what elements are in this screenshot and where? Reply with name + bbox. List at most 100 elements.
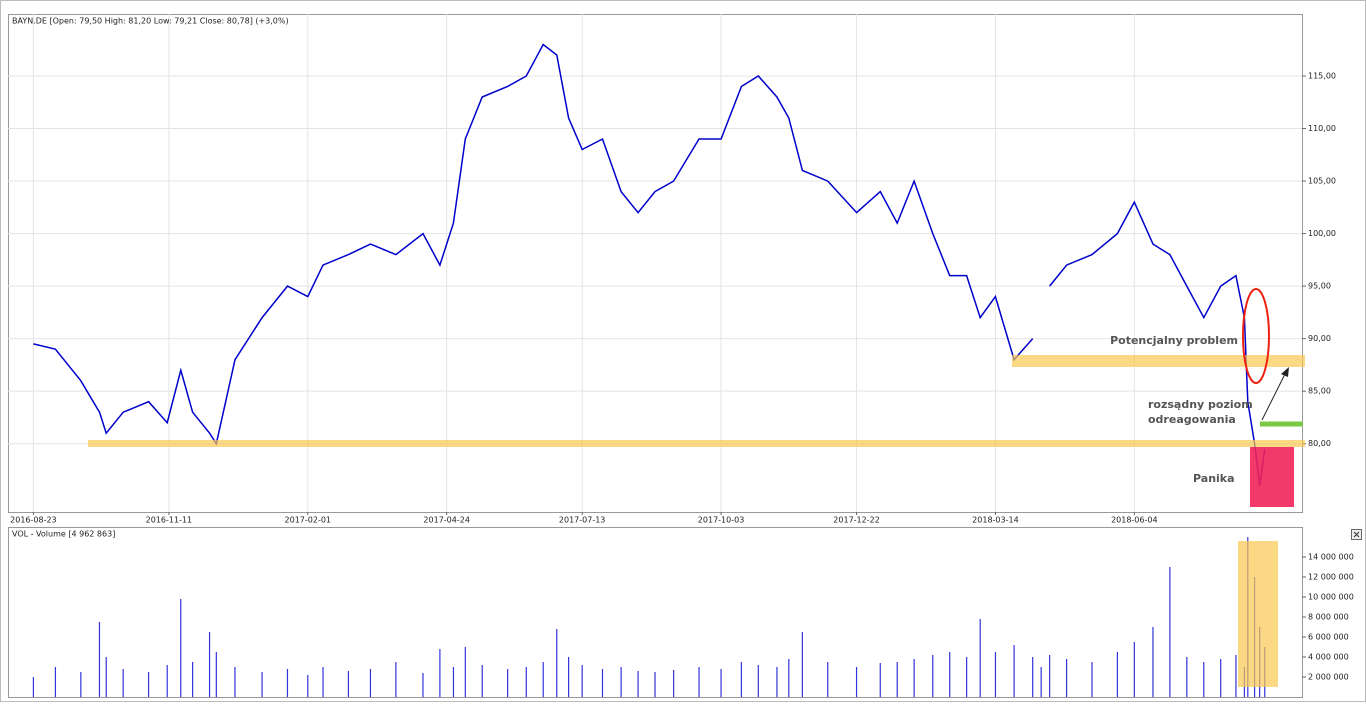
volume-bar [932,655,934,697]
resistance-band [1012,355,1305,367]
price-line [33,43,1266,486]
volume-bar [913,659,915,697]
volume-bar [54,667,57,697]
volume-bar [347,671,350,697]
x-tick-label: 2018-03-14 [972,516,1019,525]
y-tick-label: 8 000 000 [1308,613,1349,622]
volume-bar [481,665,483,697]
volume-bar [720,669,722,697]
volume-bar [896,662,898,697]
x-tick-label: 2017-10-03 [698,516,745,525]
volume-bar [801,632,803,697]
y-tick-label: 115,00 [1308,71,1336,80]
volume-bar [788,659,790,697]
volume-legend: VOL - Volume [4 962 863] [12,530,115,539]
volume-bar [979,619,981,697]
volume-bar [1186,657,1188,697]
volume-bar [1040,667,1042,697]
x-tick-label: 2017-12-22 [833,516,880,525]
volume-bar [698,667,700,697]
annotation: rozsądny poziom [1148,398,1253,411]
volume-bar [192,662,194,697]
volume-bar [827,662,829,697]
volume-bar [286,669,289,697]
x-tick-label: 2016-08-23 [10,516,57,525]
x-tick-label: 2017-07-13 [559,516,606,525]
y-tick-label: 105,00 [1308,177,1336,186]
arrow-head [1281,367,1289,377]
volume-bar [1235,655,1237,697]
volume-bar [542,662,544,697]
volume-bar [949,652,951,697]
volume-bar [261,672,263,697]
volume-bar [879,663,881,697]
annotation: Panika [1193,472,1235,485]
volume-panel [8,527,1303,698]
x-tick-label: 2017-02-01 [285,516,332,525]
volume-bar [1065,659,1068,697]
volume-bar [581,665,583,697]
volume-bar [234,667,236,697]
y-tick-label: 2 000 000 [1308,673,1349,682]
volume-bar [395,662,397,697]
annotation: odreagowania [1148,413,1236,426]
volume-bar [464,647,466,697]
volume-bar [1013,645,1015,697]
problem-ellipse [1242,288,1270,384]
arrow [1261,373,1286,421]
close-icon [1353,531,1360,538]
volume-bar [98,622,101,697]
volume-bar [1133,642,1135,697]
volume-bar [507,669,509,697]
volume-bar [322,667,324,697]
support-band [88,440,1305,447]
y-tick-label: 4 000 000 [1308,653,1349,662]
volume-bar [620,667,622,697]
volume-bar [122,669,124,697]
y-tick-label: 85,00 [1308,387,1331,396]
volume-bar [32,677,35,697]
volume-highlight [1238,541,1278,687]
volume-bar [654,672,656,697]
y-tick-label: 12 000 000 [1308,573,1354,582]
y-tick-label: 90,00 [1308,334,1331,343]
volume-bar [568,657,570,697]
x-tick-label: 2018-06-04 [1111,516,1158,525]
volume-bar [1169,567,1171,697]
volume-bar [80,672,82,697]
y-tick-label: 80,00 [1308,439,1331,448]
y-tick-label: 6 000 000 [1308,633,1349,642]
volume-bar [1091,662,1093,697]
volume-bar [208,632,211,697]
volume-bar [525,667,527,697]
volume-bar [1049,655,1051,697]
volume-bar [994,652,997,697]
volume-bar [180,599,182,697]
volume-bar [166,665,168,697]
y-tick-label: 95,00 [1308,282,1331,291]
panic-box [1250,447,1294,507]
price-legend: BAYN.DE [Open: 79,50 High: 81,20 Low: 79… [12,17,289,26]
volume-bar [740,662,742,697]
x-tick-label: 2016-11-11 [146,516,193,525]
volume-bar [1032,657,1034,697]
volume-bar [1116,652,1118,697]
volume-bar [601,669,604,697]
x-tick-label: 2017-04-24 [423,516,470,525]
volume-bar [1220,659,1222,697]
y-tick-label: 10 000 000 [1308,593,1354,602]
y-tick-label: 100,00 [1308,229,1336,238]
volume-bar [673,670,675,697]
volume-bar [1203,662,1205,697]
volume-bar [439,649,441,697]
price-panel [8,14,1303,513]
annotation: Potencjalny problem [1110,334,1238,347]
volume-bar [1152,627,1154,697]
y-tick-label: 110,00 [1308,124,1336,133]
volume-bar [637,671,639,697]
volume-bar [556,629,558,697]
volume-bar [369,669,372,697]
